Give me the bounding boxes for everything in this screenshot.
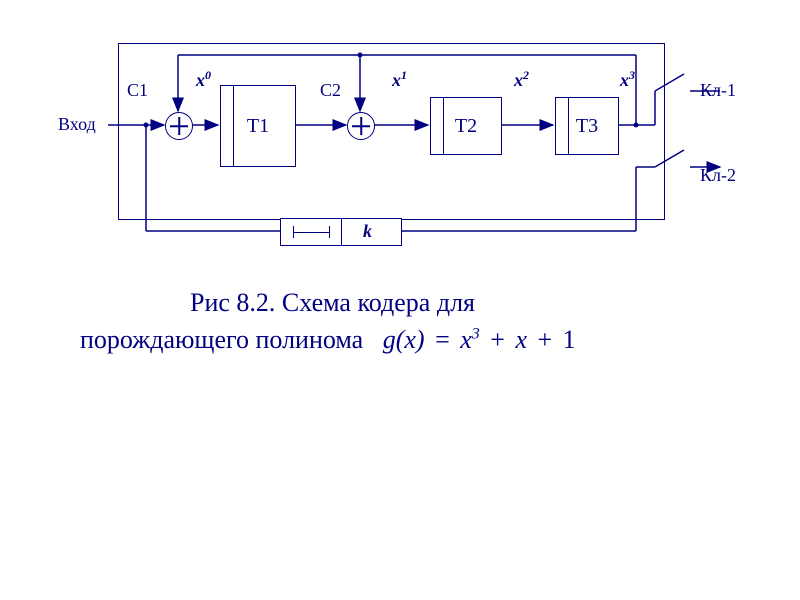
register-t1-label: T1 — [247, 115, 269, 138]
c1-label: C1 — [127, 80, 148, 101]
c2-label: C2 — [320, 80, 341, 101]
register-t2: T2 — [430, 97, 502, 155]
tap-x1: x1 — [392, 68, 407, 91]
register-t3-label: T3 — [576, 115, 598, 138]
figure-caption-line1: Рис 8.2. Схема кодера для — [190, 285, 475, 320]
kl1-label: Кл-1 — [700, 80, 736, 101]
input-label: Вход — [58, 114, 96, 135]
tap-x2: x2 — [514, 68, 529, 91]
register-t1: T1 — [220, 85, 296, 167]
encoder-diagram: T1 T2 T3 k Вход C1 C2 Кл-1 Кл-2 x0 x1 x2… — [0, 0, 800, 600]
tap-x0: x0 — [196, 68, 211, 91]
k-counter-block: k — [280, 218, 402, 246]
figure-caption-line2: порождающего полинома g(x) = x3 + x + 1 — [80, 322, 576, 357]
adder-c1 — [165, 112, 193, 140]
kl2-label: Кл-2 — [700, 165, 736, 186]
poly-lhs: g(x) — [383, 325, 425, 354]
register-t3: T3 — [555, 97, 619, 155]
k-label: k — [363, 221, 372, 242]
register-t2-label: T2 — [455, 115, 477, 138]
tap-x3: x3 — [620, 68, 635, 91]
adder-c2 — [347, 112, 375, 140]
